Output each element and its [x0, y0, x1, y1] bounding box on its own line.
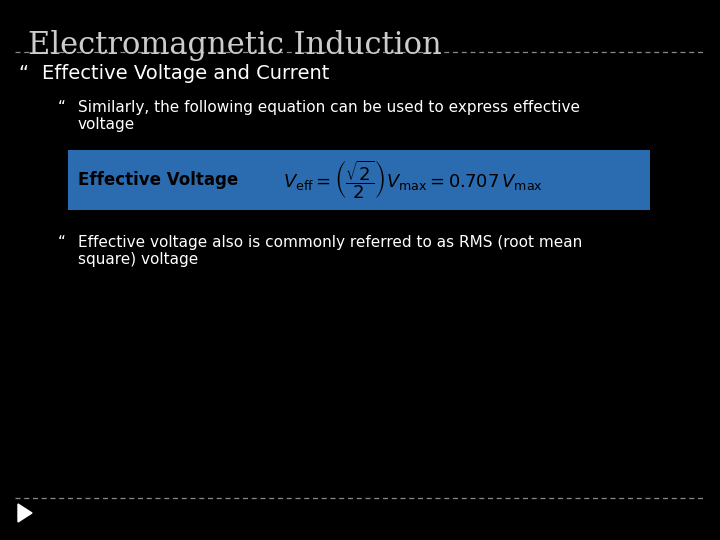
Polygon shape — [18, 504, 32, 522]
FancyBboxPatch shape — [68, 150, 650, 210]
Text: Effective Voltage and Current: Effective Voltage and Current — [42, 64, 329, 83]
Text: square) voltage: square) voltage — [78, 252, 198, 267]
Text: Effective voltage also is commonly referred to as RMS (root mean: Effective voltage also is commonly refer… — [78, 235, 582, 250]
Text: Effective Voltage: Effective Voltage — [78, 171, 238, 189]
Text: voltage: voltage — [78, 117, 135, 132]
Text: $V_{\mathrm{eff}} = \left(\dfrac{\sqrt{2}}{2}\right)V_{\mathrm{max}} = 0.707\,V_: $V_{\mathrm{eff}} = \left(\dfrac{\sqrt{2… — [283, 159, 543, 201]
Text: Electromagnetic Induction: Electromagnetic Induction — [28, 30, 442, 61]
Text: “: “ — [18, 64, 28, 83]
Text: “: “ — [58, 100, 66, 115]
Text: “: “ — [58, 235, 66, 250]
Text: Similarly, the following equation can be used to express effective: Similarly, the following equation can be… — [78, 100, 580, 115]
